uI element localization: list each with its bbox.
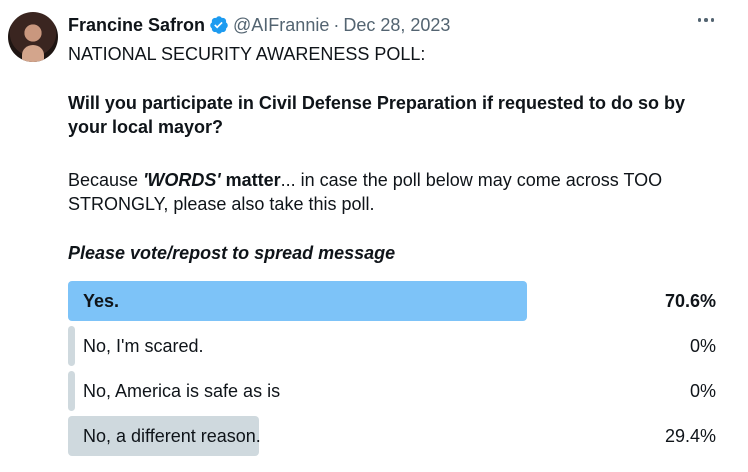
because-text: Because [68, 170, 144, 190]
tweet-line-title: NATIONAL SECURITY AWARENESS POLL: [68, 44, 426, 64]
paragraph-rest: ... in case the poll below may come acro… [68, 170, 663, 214]
words-emphasis: 'WORDS' [143, 170, 221, 190]
poll-option-label: No, I'm scared. [83, 336, 204, 356]
tweet-words-paragraph: Because 'WORDS' matter... in case the po… [68, 168, 728, 216]
verified-badge-icon [210, 16, 228, 34]
poll-option-percent: 29.4% [664, 426, 716, 446]
tweet-date[interactable]: Dec 28, 2023 [343, 14, 451, 35]
poll-bar [68, 281, 527, 321]
poll-option-label: No, a different reason. [83, 426, 261, 446]
tweet-header: Francine Safron @AIFrannie · Dec 28, 202… [68, 13, 450, 37]
more-options-icon[interactable] [697, 18, 714, 22]
poll-bar [68, 371, 75, 411]
poll-option-label: No, America is safe as is [83, 381, 281, 401]
avatar[interactable] [8, 12, 58, 62]
poll-bar [68, 416, 259, 456]
poll-option: Yes. 70.6% [68, 281, 718, 321]
tweet-question: Will you participate in Civil Defense Pr… [68, 93, 685, 137]
poll-option-percent: 70.6% [664, 291, 716, 311]
display-name[interactable]: Francine Safron [68, 14, 206, 35]
handle[interactable]: @AIFrannie [233, 14, 330, 35]
poll-option-percent: 0% [689, 336, 716, 356]
poll-option: No, I'm scared. 0% [68, 326, 718, 366]
separator-dot: · [333, 14, 340, 35]
vote-prompt: Please vote/repost to spread message [68, 243, 396, 263]
poll-bar [68, 326, 75, 366]
poll-option: No, America is safe as is 0% [68, 371, 718, 411]
poll-option: No, a different reason. 29.4% [68, 416, 718, 456]
poll-option-percent: 0% [689, 381, 716, 401]
matter-emphasis: matter [220, 170, 281, 190]
poll-option-label: Yes. [83, 291, 120, 311]
